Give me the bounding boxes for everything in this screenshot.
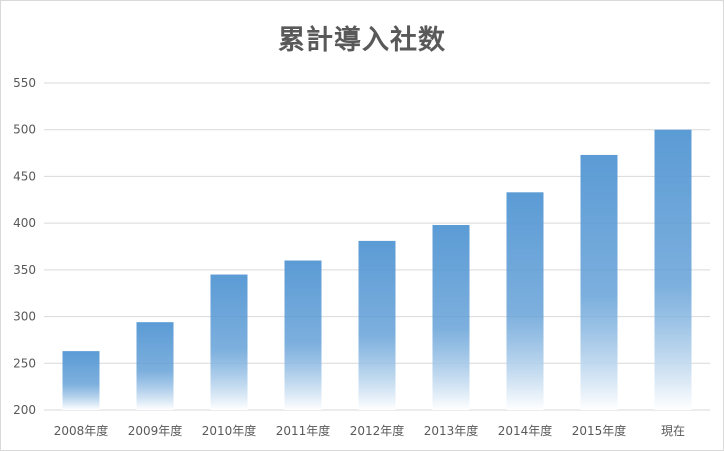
x-axis-category-labels: 2008年度 2009年度 2010年度 2011年度 2012年度 2013年度 2014… bbox=[54, 423, 685, 438]
x-category-label: 2009年度 bbox=[128, 423, 183, 438]
x-category-label: 2011年度 bbox=[276, 423, 331, 438]
bars bbox=[62, 129, 692, 410]
x-category-label: 2015年度 bbox=[572, 423, 627, 438]
x-category-label: 2012年度 bbox=[350, 423, 405, 438]
bar bbox=[506, 192, 544, 410]
x-category-label: 現在 bbox=[661, 424, 685, 438]
y-tick-label: 400 bbox=[13, 216, 36, 230]
bar bbox=[62, 351, 100, 410]
x-category-label: 2010年度 bbox=[202, 423, 257, 438]
bar bbox=[432, 225, 470, 410]
y-tick-label: 250 bbox=[13, 356, 36, 370]
y-tick-label: 450 bbox=[13, 169, 36, 183]
y-tick-label: 500 bbox=[13, 123, 36, 137]
bar bbox=[284, 260, 322, 410]
y-tick-label: 350 bbox=[13, 263, 36, 277]
bar bbox=[136, 322, 174, 410]
y-tick-label: 200 bbox=[13, 403, 36, 417]
bar bbox=[580, 154, 618, 410]
bar bbox=[358, 240, 396, 410]
x-category-label: 2013年度 bbox=[424, 423, 479, 438]
y-tick-label: 550 bbox=[13, 76, 36, 90]
y-axis-tick-labels: 200 250 300 350 400 450 500 550 bbox=[13, 76, 36, 417]
x-category-label: 2014年度 bbox=[498, 423, 553, 438]
y-tick-label: 300 bbox=[13, 310, 36, 324]
chart-title: 累計導入社数 bbox=[278, 25, 446, 56]
bar bbox=[210, 274, 248, 410]
x-category-label: 2008年度 bbox=[54, 423, 109, 438]
bar bbox=[654, 129, 692, 410]
